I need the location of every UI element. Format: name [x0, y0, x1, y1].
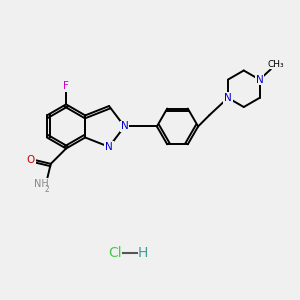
Text: N: N [224, 93, 232, 103]
Text: N: N [105, 142, 113, 152]
Text: O: O [27, 155, 35, 165]
Text: Cl: Cl [108, 246, 122, 260]
Text: 2: 2 [45, 185, 50, 194]
Text: N: N [256, 75, 263, 85]
Text: N: N [121, 122, 128, 131]
Text: CH₃: CH₃ [267, 59, 284, 68]
Text: NH: NH [34, 179, 49, 189]
Text: H: H [137, 246, 148, 260]
Text: F: F [63, 81, 69, 91]
